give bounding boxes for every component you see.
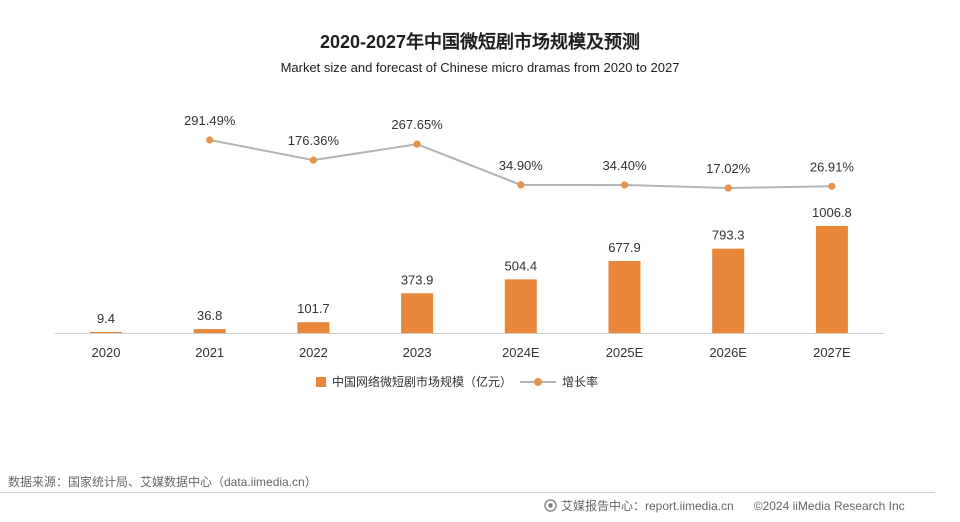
bar-value-label-2023: 373.9 [401, 272, 434, 287]
chart-legend: 中国网络微短剧市场规模（亿元） 增长率 [316, 373, 598, 390]
bar-2027E [815, 226, 848, 333]
bar-2022 [297, 322, 330, 333]
bar-2026E [712, 248, 745, 333]
growth-rate-point-2026E [724, 184, 732, 192]
footer-report-center-link[interactable]: 艾媒报告中心：report.iimedia.cn [561, 499, 734, 513]
x-tick-label-2021: 2021 [195, 345, 224, 360]
bar-2020 [90, 332, 122, 333]
footer-divider [0, 492, 935, 493]
x-tick-label-2023: 2023 [403, 345, 432, 360]
bar-value-label-2026E: 793.3 [712, 228, 745, 243]
bar-value-label-2020: 9.4 [97, 311, 115, 326]
growth-rate-point-2027E [828, 182, 836, 190]
growth-rate-point-2025E [620, 181, 629, 189]
bar-2023 [401, 293, 434, 333]
legend-label-growth-rate: 增长率 [562, 375, 599, 389]
iimedia-logo-icon [544, 499, 557, 512]
data-source-note: 数据来源：国家统计局、艾媒数据中心（data.iimedia.cn） [8, 475, 317, 489]
legend-line-marker-icon [520, 376, 557, 388]
growth-rate-label-2022: 176.36% [288, 133, 340, 148]
bar-2025E [608, 260, 641, 333]
legend-label-market-size: 中国网络微短剧市场规模（亿元） [332, 375, 513, 389]
growth-rate-label-2025E: 34.40% [602, 158, 647, 173]
growth-rate-label-2024E: 34.90% [499, 158, 544, 173]
chart-subtitle: Market size and forecast of Chinese micr… [280, 60, 680, 75]
market-size-chart: 9.4 2020 36.8 2021 101.7 2022 373.9 2023 504.4 20… [55, 113, 884, 360]
legend-item-market-size[interactable]: 中国网络微短剧市场规模（亿元） [316, 373, 512, 390]
bar-value-label-2025E: 677.9 [608, 240, 641, 255]
footer: 艾媒报告中心：report.iimedia.cn ©2024 iiMedia R… [544, 497, 905, 514]
legend-item-growth-rate[interactable]: 增长率 [512, 373, 598, 390]
growth-rate-point-2024E [517, 181, 525, 189]
growth-rate-point-2022 [309, 156, 317, 164]
bar-value-label-2021: 36.8 [197, 308, 222, 323]
x-tick-label-2020: 2020 [92, 345, 121, 360]
growth-rate-label-2026E: 17.02% [706, 161, 751, 176]
growth-rate-label-2021: 291.49% [184, 113, 236, 128]
bar-2024E [504, 279, 537, 333]
x-tick-label-2025E: 2025E [606, 345, 644, 360]
bar-value-label-2022: 101.7 [297, 301, 330, 316]
chart-title: 2020-2027年中国微短剧市场规模及预测 [319, 32, 641, 52]
x-tick-label-2026E: 2026E [709, 345, 747, 360]
legend-bar-swatch-icon [316, 376, 326, 387]
bar-value-label-2027E: 1006.8 [812, 205, 852, 220]
growth-rate-label-2027E: 26.91% [810, 159, 855, 174]
x-tick-label-2027E: 2027E [813, 345, 851, 360]
growth-rate-point-2023 [413, 140, 421, 148]
bar-value-label-2024E: 504.4 [505, 258, 538, 273]
bar-2021 [193, 329, 226, 333]
x-tick-label-2022: 2022 [299, 345, 328, 360]
footer-copyright: ©2024 iiMedia Research Inc [753, 498, 905, 513]
x-tick-label-2024E: 2024E [502, 345, 540, 360]
growth-rate-point-2021 [206, 136, 214, 144]
growth-rate-label-2023: 267.65% [391, 117, 443, 132]
